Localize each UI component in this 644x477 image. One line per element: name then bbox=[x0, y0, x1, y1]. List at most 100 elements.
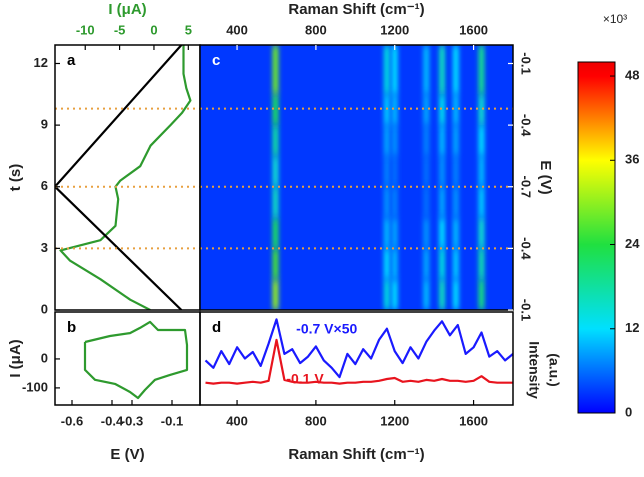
heatmap-cell bbox=[478, 186, 485, 218]
series-line bbox=[59, 45, 192, 310]
series-line bbox=[83, 320, 189, 400]
colorbar-tick-label: 12 bbox=[625, 320, 639, 335]
y-tick-label: 3 bbox=[41, 240, 48, 255]
heatmap-cell bbox=[478, 45, 485, 95]
x-tick-label: 1200 bbox=[380, 22, 409, 37]
frame bbox=[54, 44, 201, 311]
heatmap-cell bbox=[383, 248, 390, 280]
colorbar bbox=[577, 61, 616, 414]
heatmap-cell bbox=[391, 217, 398, 249]
heatmap-cell bbox=[391, 279, 398, 310]
heatmap-cell bbox=[383, 217, 390, 249]
frame bbox=[199, 311, 514, 406]
x-tick-label: 400 bbox=[226, 413, 248, 428]
heatmap-cell bbox=[391, 94, 398, 126]
series-label: -0.7 V×50 bbox=[296, 321, 357, 337]
colorbar-tick-label: 0 bbox=[625, 404, 632, 419]
heatmap-cell bbox=[272, 217, 279, 249]
heatmap-cell bbox=[423, 248, 430, 280]
heatmap-cell bbox=[272, 186, 279, 218]
y-axis-label: I (μA) bbox=[7, 339, 24, 377]
heatmap-cell bbox=[423, 217, 430, 249]
colorbar-tick-label: 48 bbox=[625, 67, 639, 82]
y-tick-label: 0 bbox=[41, 350, 48, 365]
heatmap-cell bbox=[452, 125, 459, 156]
heatmap-cell bbox=[272, 125, 279, 156]
y-tick-label: 6 bbox=[41, 178, 48, 193]
heatmap-cell bbox=[439, 45, 446, 95]
x-tick-label: -10 bbox=[76, 22, 95, 37]
frame bbox=[199, 44, 514, 311]
y-axis-label: t (s) bbox=[7, 164, 24, 192]
heatmap-cell bbox=[391, 248, 398, 280]
panel-label: c bbox=[212, 52, 220, 69]
heatmap-cell bbox=[391, 155, 398, 187]
heatmap-cell bbox=[423, 94, 430, 126]
x-tick-label: -0.3 bbox=[121, 413, 143, 428]
y2-tick-label: -0.1 bbox=[519, 299, 534, 321]
x-axis-label: Raman Shift (cm⁻¹) bbox=[288, 1, 424, 18]
plot-area bbox=[204, 318, 513, 385]
x-axis-label: I (μA) bbox=[108, 1, 146, 18]
plot-area bbox=[55, 45, 200, 310]
y-tick-label: -100 bbox=[22, 379, 48, 394]
heatmap-cell bbox=[478, 248, 485, 280]
heatmap-cell bbox=[423, 279, 430, 310]
y-tick-label: 12 bbox=[34, 55, 48, 70]
heatmap-cell bbox=[452, 45, 459, 95]
colorbar-label: (a.u.) bbox=[546, 353, 562, 386]
series-label: -0.1 V bbox=[286, 371, 324, 387]
heatmap-cell bbox=[478, 217, 485, 249]
heatmap-cell bbox=[439, 186, 446, 218]
y2-tick-label: -0.1 bbox=[519, 52, 534, 74]
heatmap-cell bbox=[423, 45, 430, 95]
x-tick-label: 1200 bbox=[380, 413, 409, 428]
heatmap-background bbox=[200, 45, 513, 310]
heatmap-cell bbox=[478, 155, 485, 187]
panel-label: b bbox=[67, 319, 76, 336]
series-line bbox=[55, 45, 183, 310]
y-tick-label: 0 bbox=[41, 301, 48, 316]
heatmap-cell bbox=[439, 94, 446, 126]
heatmap-cell bbox=[383, 279, 390, 310]
heatmap-cell bbox=[439, 279, 446, 310]
heatmap-cell bbox=[452, 248, 459, 280]
x-tick-label: -0.4 bbox=[101, 413, 124, 428]
panel-label: d bbox=[212, 319, 221, 336]
heatmap-cell bbox=[452, 279, 459, 310]
x-tick-label: 1600 bbox=[459, 413, 488, 428]
heatmap-cell bbox=[391, 45, 398, 95]
x-tick-label: 800 bbox=[305, 22, 327, 37]
heatmap-cell bbox=[391, 125, 398, 156]
heatmap-cell bbox=[452, 94, 459, 126]
x-tick-label: -5 bbox=[114, 22, 126, 37]
y-tick-label: 9 bbox=[41, 117, 48, 132]
x-axis-label: E (V) bbox=[110, 446, 144, 463]
series-line bbox=[205, 338, 513, 385]
heatmap-cell bbox=[272, 248, 279, 280]
heatmap-cell bbox=[383, 155, 390, 187]
y2-tick-label: -0.4 bbox=[519, 237, 534, 260]
heatmap-cell bbox=[423, 155, 430, 187]
heatmap-cell bbox=[272, 279, 279, 310]
heatmap-cell bbox=[439, 217, 446, 249]
x-tick-label: 0 bbox=[150, 22, 157, 37]
heatmap-cell bbox=[383, 45, 390, 95]
heatmap-cell bbox=[272, 45, 279, 95]
heatmap-cell bbox=[439, 125, 446, 156]
y2-axis-label: E (V) bbox=[537, 160, 554, 194]
heatmap-cell bbox=[439, 155, 446, 187]
panel-label: a bbox=[67, 52, 76, 69]
heatmap-cell bbox=[478, 279, 485, 310]
plot-area bbox=[200, 45, 513, 310]
x-tick-label: -0.1 bbox=[161, 413, 183, 428]
heatmap-cell bbox=[423, 125, 430, 156]
heatmap-cell bbox=[272, 94, 279, 126]
heatmap-cell bbox=[423, 186, 430, 218]
colorbar-tick-label: 36 bbox=[625, 152, 639, 167]
heatmap-cell bbox=[452, 186, 459, 218]
series-line bbox=[204, 318, 513, 379]
heatmap-cell bbox=[439, 248, 446, 280]
heatmap-cell bbox=[383, 125, 390, 156]
